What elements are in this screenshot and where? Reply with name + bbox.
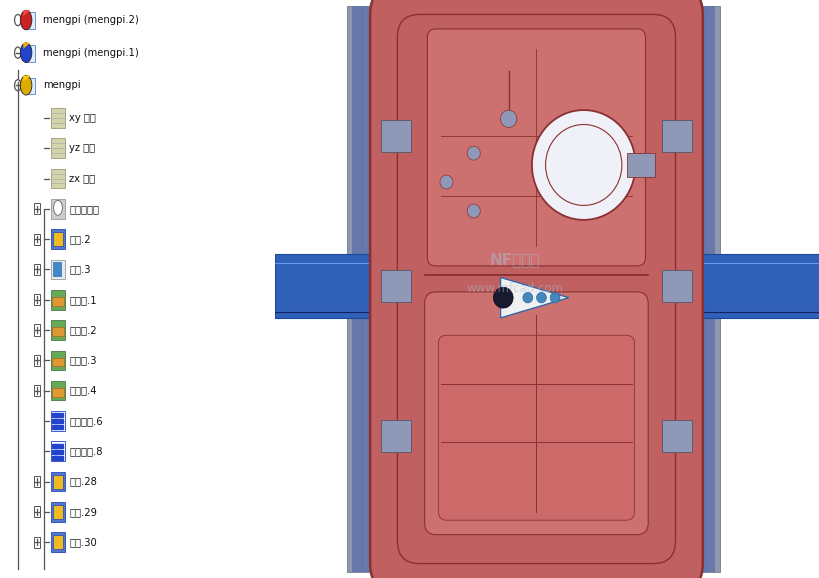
FancyBboxPatch shape <box>352 6 371 572</box>
FancyBboxPatch shape <box>51 411 65 431</box>
Circle shape <box>439 175 452 189</box>
FancyBboxPatch shape <box>627 153 654 176</box>
Text: 凸台.29: 凸台.29 <box>69 507 97 517</box>
FancyBboxPatch shape <box>661 120 691 151</box>
FancyBboxPatch shape <box>690 6 720 572</box>
FancyBboxPatch shape <box>52 358 64 366</box>
Circle shape <box>500 110 516 128</box>
FancyBboxPatch shape <box>51 320 65 340</box>
Circle shape <box>536 292 545 303</box>
Text: 凸台.30: 凸台.30 <box>69 537 97 547</box>
FancyBboxPatch shape <box>34 203 40 214</box>
Text: mengpi (mengpi.2): mengpi (mengpi.2) <box>43 15 138 25</box>
FancyBboxPatch shape <box>51 442 65 461</box>
Text: mengpi (mengpi.1): mengpi (mengpi.1) <box>43 47 138 58</box>
FancyBboxPatch shape <box>624 6 654 572</box>
Circle shape <box>20 10 32 30</box>
FancyBboxPatch shape <box>52 388 64 397</box>
FancyBboxPatch shape <box>34 506 40 517</box>
Text: 倒圆角.3: 倒圆角.3 <box>69 355 97 365</box>
Circle shape <box>493 287 513 308</box>
FancyBboxPatch shape <box>52 327 64 336</box>
FancyBboxPatch shape <box>274 254 819 318</box>
FancyBboxPatch shape <box>51 502 65 521</box>
FancyBboxPatch shape <box>53 475 63 488</box>
FancyBboxPatch shape <box>438 335 634 520</box>
FancyBboxPatch shape <box>34 355 40 366</box>
FancyBboxPatch shape <box>424 292 648 535</box>
Circle shape <box>53 201 62 215</box>
FancyBboxPatch shape <box>34 385 40 396</box>
Text: zx 平面: zx 平面 <box>69 173 95 184</box>
FancyBboxPatch shape <box>381 421 410 452</box>
FancyBboxPatch shape <box>51 381 65 401</box>
Circle shape <box>15 14 21 25</box>
FancyBboxPatch shape <box>34 476 40 487</box>
Circle shape <box>550 292 559 303</box>
Circle shape <box>545 124 621 205</box>
Text: 矩形阵列.6: 矩形阵列.6 <box>69 416 102 426</box>
FancyBboxPatch shape <box>412 6 441 572</box>
Text: 凸台.2: 凸台.2 <box>69 234 91 244</box>
FancyBboxPatch shape <box>34 234 40 244</box>
FancyBboxPatch shape <box>53 232 63 246</box>
Text: 零件几何体: 零件几何体 <box>69 204 99 214</box>
FancyBboxPatch shape <box>34 536 40 548</box>
FancyBboxPatch shape <box>34 294 40 305</box>
FancyBboxPatch shape <box>346 6 377 572</box>
Circle shape <box>15 80 21 91</box>
FancyBboxPatch shape <box>427 29 645 266</box>
FancyBboxPatch shape <box>51 169 65 188</box>
Circle shape <box>467 204 480 218</box>
Polygon shape <box>23 76 30 81</box>
Circle shape <box>15 47 21 58</box>
FancyBboxPatch shape <box>51 532 65 552</box>
FancyBboxPatch shape <box>53 535 63 549</box>
FancyBboxPatch shape <box>661 421 691 452</box>
Text: 平移.3: 平移.3 <box>69 264 91 275</box>
Text: 矩形阵列.8: 矩形阵列.8 <box>69 446 102 456</box>
Text: yz 平面: yz 平面 <box>69 143 95 153</box>
Circle shape <box>532 110 635 220</box>
FancyBboxPatch shape <box>26 77 35 94</box>
FancyBboxPatch shape <box>34 264 40 275</box>
Text: 倒圆角.4: 倒圆角.4 <box>69 386 97 395</box>
FancyBboxPatch shape <box>695 6 714 572</box>
FancyBboxPatch shape <box>51 199 65 218</box>
FancyBboxPatch shape <box>51 472 65 491</box>
FancyBboxPatch shape <box>51 350 65 370</box>
FancyBboxPatch shape <box>52 297 64 306</box>
Text: www.mfcad.com: www.mfcad.com <box>465 283 563 295</box>
FancyBboxPatch shape <box>53 262 61 276</box>
FancyBboxPatch shape <box>51 290 65 309</box>
FancyBboxPatch shape <box>34 324 40 336</box>
FancyBboxPatch shape <box>381 270 410 302</box>
Text: xy 平面: xy 平面 <box>69 113 96 123</box>
Text: NF迷风网: NF迷风网 <box>489 253 539 268</box>
FancyBboxPatch shape <box>51 108 65 128</box>
Polygon shape <box>23 43 30 49</box>
FancyBboxPatch shape <box>418 6 437 572</box>
Text: 倒圆角.1: 倒圆角.1 <box>69 295 97 305</box>
FancyBboxPatch shape <box>630 6 649 572</box>
FancyBboxPatch shape <box>51 260 65 279</box>
Circle shape <box>523 292 532 303</box>
Text: 倒圆角.2: 倒圆角.2 <box>69 325 97 335</box>
FancyBboxPatch shape <box>369 0 702 578</box>
FancyBboxPatch shape <box>53 505 63 519</box>
Polygon shape <box>500 277 568 318</box>
Polygon shape <box>23 10 30 16</box>
FancyBboxPatch shape <box>381 120 410 151</box>
FancyBboxPatch shape <box>26 45 35 61</box>
FancyBboxPatch shape <box>51 229 65 249</box>
FancyBboxPatch shape <box>661 270 691 302</box>
FancyBboxPatch shape <box>51 139 65 158</box>
Circle shape <box>20 76 32 95</box>
Circle shape <box>467 146 480 160</box>
FancyBboxPatch shape <box>26 12 35 29</box>
FancyBboxPatch shape <box>397 14 675 564</box>
Circle shape <box>20 43 32 62</box>
Text: mengpi: mengpi <box>43 80 80 90</box>
Text: 凸台.28: 凸台.28 <box>69 476 97 487</box>
